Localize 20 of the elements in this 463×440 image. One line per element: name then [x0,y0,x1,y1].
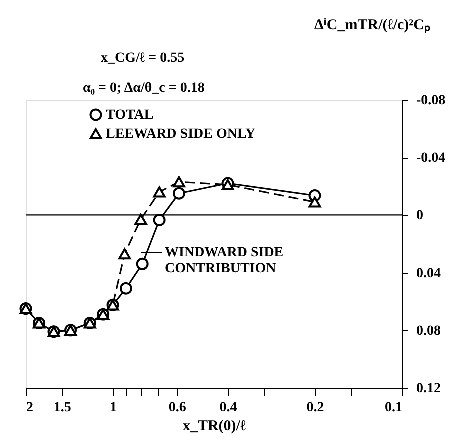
x-tick-label: 1 [110,400,117,416]
annotation: WINDWARD SIDE CONTRIBUTION [165,246,284,277]
legend-label: TOTAL [106,108,154,123]
y-tick-label: 0.04 [416,266,441,282]
x-tick-label: 1.5 [54,400,72,416]
legend-label: LEEWARD SIDE ONLY [106,127,256,142]
y-tick-label: -0.04 [416,151,446,166]
y-axis-title: ΔⁱC_mTR/(ℓ/c)²Cₚ [314,18,431,34]
x-tick-label: 2 [26,400,34,416]
x-tick-label: 0.2 [306,400,324,416]
x-tick-label: 0.1 [385,400,402,416]
x-tick-label: 0.4 [220,400,238,416]
x-axis-title: x_TR(0)/ℓ [182,418,246,434]
x-tick-label: 0.6 [168,400,186,416]
text: x_CG/ℓ = 0.55 [101,51,185,66]
y-tick-label: -0.08 [416,94,446,108]
y-tick-label: 0.12 [416,382,441,396]
y-tick-label: 0.08 [416,324,441,339]
text: α₀ = 0; Δα/θ_c = 0.18 [83,81,205,96]
y-tick-label: 0 [416,208,424,224]
